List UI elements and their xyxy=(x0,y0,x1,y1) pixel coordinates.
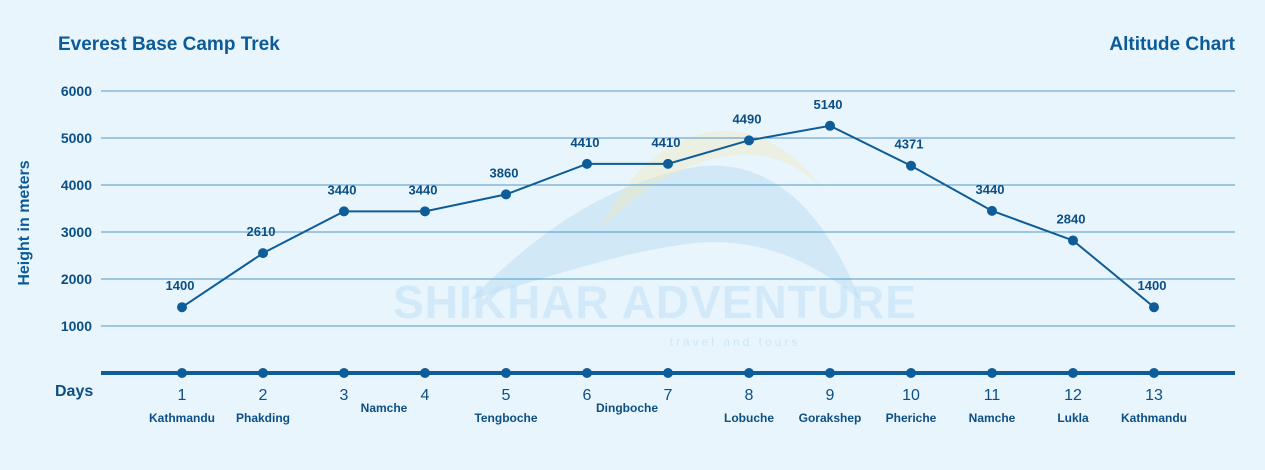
data-label-day-11: 3440 xyxy=(976,182,1005,197)
day-marker-1 xyxy=(177,368,187,378)
place-label-13: Kathmandu xyxy=(1121,411,1187,425)
y-tick-5000: 5000 xyxy=(61,130,92,146)
chart-title: Everest Base Camp Trek xyxy=(58,34,280,55)
x-tick-day-4: 4 xyxy=(421,387,430,404)
day-marker-12 xyxy=(1068,368,1078,378)
day-marker-11 xyxy=(987,368,997,378)
day-marker-2 xyxy=(258,368,268,378)
chart-subtitle: Altitude Chart xyxy=(1109,34,1235,55)
x-axis-label: Days xyxy=(55,383,93,400)
place-label-3: Namche xyxy=(361,401,408,415)
y-tick-labels: 1000 2000 3000 4000 5000 6000 xyxy=(61,83,92,334)
x-tick-day-8: 8 xyxy=(745,387,754,404)
x-tick-day-10: 10 xyxy=(902,387,920,404)
place-label-11: Namche xyxy=(969,411,1016,425)
data-label-day-7: 4410 xyxy=(652,135,681,150)
place-label-10: Pheriche xyxy=(886,411,937,425)
data-label-day-13: 1400 xyxy=(1138,278,1167,293)
place-label-6: Dingboche xyxy=(596,401,658,415)
day-marker-9 xyxy=(825,368,835,378)
data-label-day-6: 4410 xyxy=(571,135,600,150)
watermark-tagline: travel and tours xyxy=(670,335,801,349)
y-tick-2000: 2000 xyxy=(61,271,92,287)
x-tick-day-13: 13 xyxy=(1145,387,1163,404)
place-label-5: Tengboche xyxy=(474,411,537,425)
y-axis-label: Height in meters xyxy=(16,160,33,285)
y-tick-4000: 4000 xyxy=(61,177,92,193)
day-marker-6 xyxy=(582,368,592,378)
watermark-text: SHIKHAR ADVENTURE xyxy=(393,276,917,328)
day-marker-3 xyxy=(339,368,349,378)
altitude-point-day-13 xyxy=(1149,302,1159,313)
x-tick-day-7: 7 xyxy=(664,387,673,404)
altitude-point-day-5 xyxy=(501,189,511,200)
altitude-point-day-7 xyxy=(663,158,673,169)
place-label-9: Gorakshep xyxy=(799,411,862,425)
x-tick-day-9: 9 xyxy=(826,387,835,404)
x-tick-day-12: 12 xyxy=(1064,387,1082,404)
gridlines xyxy=(101,90,1235,327)
data-label-day-4: 3440 xyxy=(409,182,438,197)
data-label-day-3: 3440 xyxy=(328,182,357,197)
place-label-8: Lobuche xyxy=(724,411,774,425)
altitude-point-day-4 xyxy=(420,206,430,217)
altitude-point-day-6 xyxy=(582,158,592,169)
day-marker-5 xyxy=(501,368,511,378)
place-label-2: Phakding xyxy=(236,411,290,425)
day-marker-4 xyxy=(420,368,430,378)
day-marker-13 xyxy=(1149,368,1159,378)
data-label-day-8: 4490 xyxy=(733,111,762,126)
data-label-day-9: 5140 xyxy=(814,97,843,112)
altitude-point-day-8 xyxy=(744,135,754,146)
x-tick-day-11: 11 xyxy=(984,387,1001,404)
altitude-labels: 1400 2610 3440 3440 3860 4410 4410 4490 5140 4371… xyxy=(166,97,1167,293)
altitude-point-day-1 xyxy=(177,302,187,313)
x-tick-day-2: 2 xyxy=(259,387,268,404)
x-tick-day-1: 1 xyxy=(178,387,187,404)
day-marker-8 xyxy=(744,368,754,378)
day-marker-10 xyxy=(906,368,916,378)
altitude-point-day-2 xyxy=(258,248,268,259)
altitude-series xyxy=(177,120,1159,313)
altitude-point-day-12 xyxy=(1068,235,1078,246)
day-axis xyxy=(101,368,1235,378)
x-tick-day-5: 5 xyxy=(502,387,511,404)
data-label-day-1: 1400 xyxy=(166,278,195,293)
altitude-point-day-9 xyxy=(825,120,835,131)
watermark-mountain-icon xyxy=(470,165,860,300)
y-tick-1000: 1000 xyxy=(61,318,92,334)
place-label-1: Kathmandu xyxy=(149,411,215,425)
data-label-day-2: 2610 xyxy=(247,224,276,239)
altitude-point-day-10 xyxy=(906,160,916,171)
data-label-day-5: 3860 xyxy=(490,165,519,180)
watermark-logo: SHIKHAR ADVENTURE travel and tours xyxy=(393,130,917,349)
x-tick-day-6: 6 xyxy=(583,387,592,404)
data-label-day-10: 4371 xyxy=(895,137,924,152)
day-marker-7 xyxy=(663,368,673,378)
x-tick-day-3: 3 xyxy=(340,387,349,404)
place-label-12: Lukla xyxy=(1057,411,1089,425)
watermark-arc-icon xyxy=(600,130,830,230)
altitude-point-day-11 xyxy=(987,205,997,216)
altitude-point-day-3 xyxy=(339,206,349,217)
y-tick-6000: 6000 xyxy=(61,83,92,99)
data-label-day-12: 2840 xyxy=(1057,211,1086,226)
y-tick-3000: 3000 xyxy=(61,224,92,240)
